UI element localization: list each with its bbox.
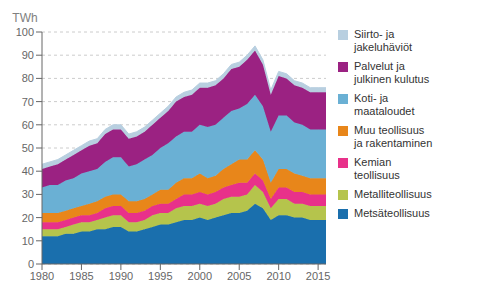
svg-text:20: 20: [22, 212, 34, 224]
svg-text:10: 10: [22, 235, 34, 247]
svg-text:2015: 2015: [306, 270, 330, 282]
html-text:Metsäteollisuus: Metsäteollisuus: [354, 207, 430, 219]
html-text:Muu teollisuus ja rakentaminen: Muu teollisuus ja rakentaminen: [354, 124, 433, 149]
html-text:Metalliteollisuus: Metalliteollisuus: [354, 188, 432, 200]
svg-text:1995: 1995: [148, 270, 172, 282]
svg-text:90: 90: [22, 49, 34, 61]
svg-text:80: 80: [22, 72, 34, 84]
svg-text:TWh: TWh: [12, 11, 37, 25]
svg-text:40: 40: [22, 165, 34, 177]
svg-text:1980: 1980: [30, 270, 54, 282]
svg-text:2000: 2000: [188, 270, 212, 282]
svg-text:60: 60: [22, 119, 34, 131]
html-text:Kemian teollisuus: Kemian teollisuus: [354, 156, 400, 181]
svg-text:2010: 2010: [266, 270, 290, 282]
html-text:Koti- ja maataloudet: Koti- ja maataloudet: [354, 92, 415, 117]
svg-text:2005: 2005: [227, 270, 251, 282]
svg-text:30: 30: [22, 188, 34, 200]
svg-text:50: 50: [22, 142, 34, 154]
svg-text:1990: 1990: [109, 270, 133, 282]
svg-text:0: 0: [28, 258, 34, 270]
html-text:Siirto- ja jakeluhäviöt: Siirto- ja jakeluhäviöt: [354, 28, 413, 53]
html-text:Palvelut ja julkinen kulutus: Palvelut ja julkinen kulutus: [354, 60, 430, 85]
svg-text:70: 70: [22, 96, 34, 108]
svg-text:1985: 1985: [69, 270, 93, 282]
svg-text:100: 100: [16, 26, 34, 38]
